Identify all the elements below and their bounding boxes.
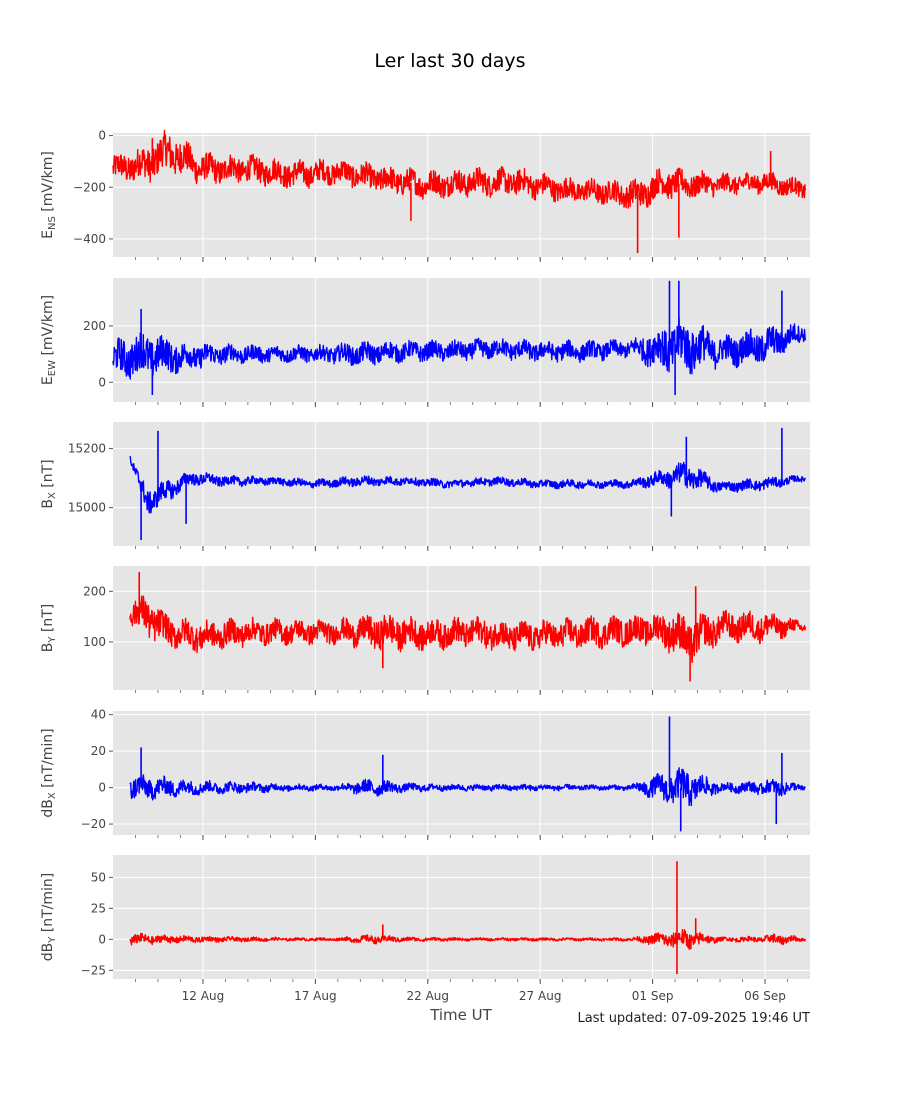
panel-1: 0 −200 −400 ENS [mV/km] <box>40 129 810 262</box>
y-tick-label: 200 <box>83 319 106 333</box>
panel-5: 40 20 0 −20 dBX [nT/min] <box>40 708 810 840</box>
x-axis-label: Time UT <box>429 1006 492 1024</box>
y-label-unit: [mV/km] <box>40 295 56 360</box>
y-label-subscript: X <box>47 792 58 799</box>
panel-3: 15000 15200 BX [nT] <box>40 422 810 551</box>
y-axis-label: dBY [nT/min] <box>40 873 58 962</box>
series-line <box>129 928 806 950</box>
plot-area <box>113 855 810 979</box>
y-tick-label: 15200 <box>68 442 106 456</box>
y-label-main: B <box>40 643 56 653</box>
x-tick-label: 06 Sep <box>744 989 786 1003</box>
y-label-unit: [nT] <box>40 604 56 637</box>
y-tick-label: 0 <box>98 129 106 143</box>
figure-title: Ler last 30 days <box>374 50 526 72</box>
x-tick-label: 22 Aug <box>407 989 450 1003</box>
y-axis-label: EEW [mV/km] <box>40 295 58 385</box>
panel-4: 100 200 BY [nT] <box>40 566 810 695</box>
y-tick-label: 25 <box>91 901 106 915</box>
x-tick-label: 17 Aug <box>294 989 337 1003</box>
y-label-subscript: X <box>47 492 58 499</box>
y-label-unit: [nT] <box>40 459 56 492</box>
y-label-subscript: EW <box>47 360 58 376</box>
y-tick-label: 100 <box>83 635 106 649</box>
y-tick-label: 50 <box>91 870 106 884</box>
y-tick-label: 0 <box>98 932 106 946</box>
last-updated-text: Last updated: 07-09-2025 19:46 UT <box>577 1011 810 1026</box>
y-label-main: dB <box>40 943 56 962</box>
y-label-main: E <box>40 376 56 385</box>
y-tick-label: 0 <box>98 375 106 389</box>
y-label-unit: [mV/km] <box>40 151 56 216</box>
x-tick-label: 27 Aug <box>519 989 562 1003</box>
y-tick-label: 20 <box>91 744 106 758</box>
y-axis-label: ENS [mV/km] <box>40 151 58 239</box>
y-tick-label: 15000 <box>68 501 106 515</box>
y-label-main: dB <box>40 799 56 818</box>
y-label-main: B <box>40 499 56 509</box>
y-tick-label: −400 <box>73 232 106 246</box>
series-line <box>112 316 806 380</box>
y-label-subscript: Y <box>47 936 58 944</box>
y-axis-label: BX [nT] <box>40 459 58 508</box>
plot-area <box>113 133 810 257</box>
y-label-unit: [nT/min] <box>40 728 56 792</box>
y-tick-label: 0 <box>98 781 106 795</box>
panel-6: 50 25 0 −25 dBY [nT/min] 12 Aug 17 Aug 22 Aug 27… <box>40 855 810 1003</box>
y-tick-label: 40 <box>91 708 106 722</box>
series-line <box>129 456 806 514</box>
y-label-main: E <box>40 230 56 239</box>
y-tick-label: −200 <box>73 180 106 194</box>
y-label-subscript: NS <box>47 216 58 230</box>
y-axis-label: dBX [nT/min] <box>40 728 58 817</box>
series-line <box>129 595 806 663</box>
y-tick-label: −20 <box>81 817 106 831</box>
y-axis-label: BY [nT] <box>40 604 58 653</box>
y-label-subscript: Y <box>47 636 58 644</box>
series-line <box>112 129 806 209</box>
panel-2: 0 200 EEW [mV/km] <box>40 278 810 407</box>
y-tick-label: 200 <box>83 584 106 598</box>
x-tick-label: 12 Aug <box>182 989 225 1003</box>
series-line <box>129 767 806 807</box>
x-tick-label: 01 Sep <box>632 989 674 1003</box>
y-label-unit: [nT/min] <box>40 873 56 937</box>
plot-area <box>113 711 810 835</box>
y-tick-label: −25 <box>81 963 106 977</box>
